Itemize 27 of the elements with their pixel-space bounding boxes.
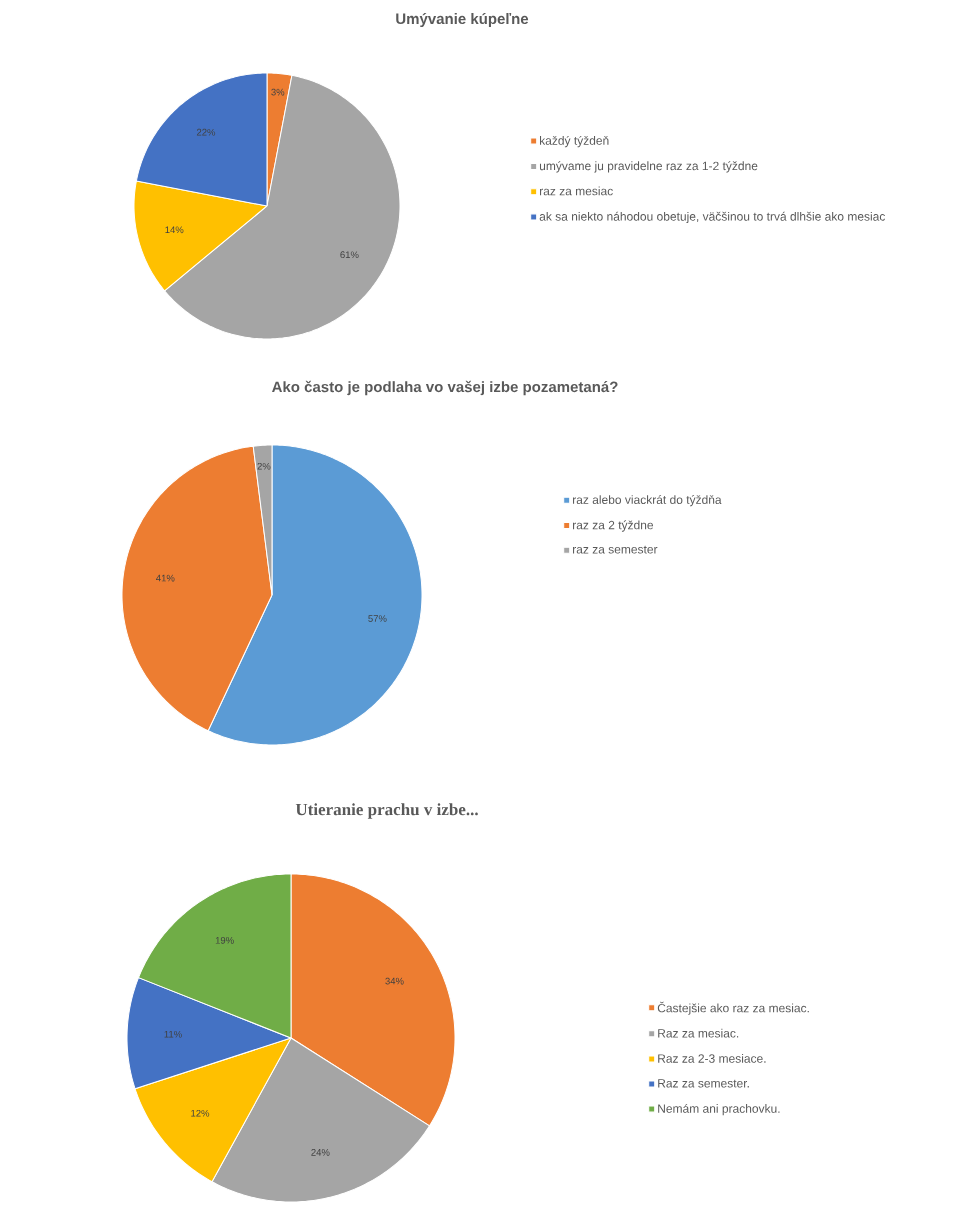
data-label: 3% <box>271 88 285 96</box>
data-label: 34% <box>385 977 404 985</box>
data-label: 11% <box>164 1030 182 1038</box>
legend-label: raz za mesiac <box>539 186 613 196</box>
legend-label: ak sa niekto náhodou obetuje, väčšinou to trvá dlhšie ako mesiac <box>539 211 886 224</box>
legend-label: raz alebo viackrát do týždňa <box>573 495 722 507</box>
legend-label: umývame ju pravidelne raz za 1-2 týždne <box>539 161 758 173</box>
chart-title: Utieranie prachu v izbe... <box>295 803 478 819</box>
data-label: 57% <box>368 615 387 622</box>
legend-label: Častejšie ako raz za mesiac. <box>657 1001 809 1015</box>
data-label: 2% <box>257 462 271 470</box>
data-label: 12% <box>191 1109 210 1117</box>
data-label: 41% <box>156 574 175 582</box>
legend-label: Nemám ani prachovku. <box>658 1103 780 1116</box>
legend-label: Raz za semester. <box>658 1079 749 1088</box>
data-label: 19% <box>215 936 234 944</box>
legend-label: Raz za 2-3 mesiace. <box>658 1053 766 1063</box>
data-label: 61% <box>340 251 359 259</box>
legend-label: raz za semester <box>573 545 658 554</box>
legend-label: raz za 2 týždne <box>573 520 654 532</box>
legend-label: Raz za mesiac. <box>658 1028 739 1038</box>
chart-title: Ako často je podlaha vo vašej izbe pozametaná? <box>272 380 618 396</box>
chart-title: Umývanie kúpeľne <box>396 12 529 28</box>
data-label: 22% <box>196 128 216 136</box>
data-label: 24% <box>311 1149 330 1156</box>
data-label: 14% <box>165 226 184 234</box>
legend-label: každý týždeň <box>540 135 609 148</box>
